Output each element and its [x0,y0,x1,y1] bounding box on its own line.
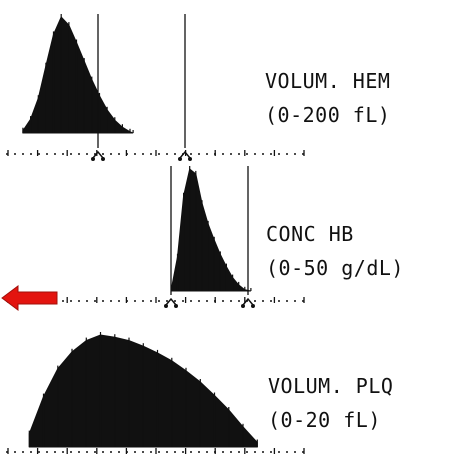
hemoglobin-concentration-histogram [6,166,306,308]
hemoglobin-concentration-histogram-discriminator-dot [251,304,255,308]
histogram-panels [6,14,306,454]
platelet-volume-histogram [6,332,306,454]
red-cell-volume-histogram-discriminator-dot [91,157,95,161]
red-cell-volume-histogram-discriminator-dot [101,157,105,161]
hemoglobin-concentration-histogram-discriminator-dot [174,304,178,308]
red-cell-volume-histogram-discriminator-marker [92,150,104,159]
rbc-volume-label-line1: VOLUM. HEM [265,69,390,93]
hb-conc-label-line2: (0-50 g/dL) [266,256,404,280]
red-cell-volume-histogram-area [22,16,134,134]
red-cell-volume-histogram-discriminator-dot [178,157,182,161]
hemoglobin-concentration-histogram-discriminator-dot [241,304,245,308]
red-cell-volume-histogram-discriminator-dot [188,157,192,161]
flag-arrow-icon [1,285,58,311]
hemoglobin-concentration-histogram-area [170,168,251,292]
hemoglobin-concentration-histogram-discriminator-dot [164,304,168,308]
hb-conc-label-line1: CONC HB [266,222,354,246]
rbc-volume-label-line2: (0-200 fL) [265,103,390,127]
plt-volume-label-line1: VOLUM. PLQ [268,374,393,398]
hemoglobin-concentration-histogram-discriminator-marker [165,297,177,306]
plt-volume-label-line2: (0-20 fL) [268,408,381,432]
red-cell-volume-histogram [6,14,306,161]
